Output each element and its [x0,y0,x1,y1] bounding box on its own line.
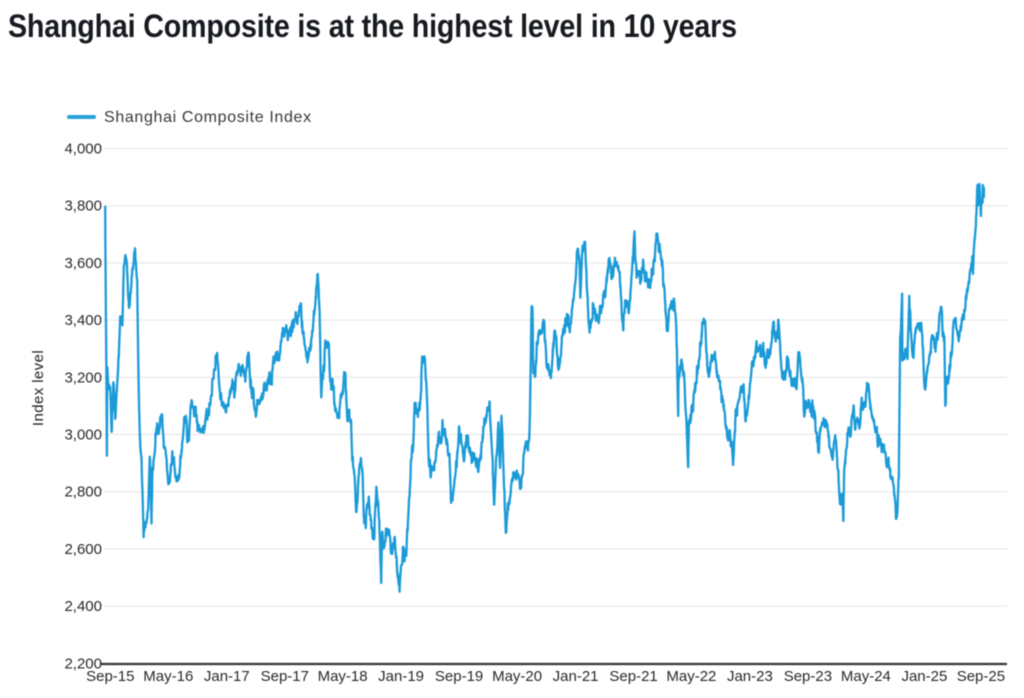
svg-text:4,000: 4,000 [64,141,102,158]
svg-text:Jan-17: Jan-17 [204,668,250,685]
svg-text:3,600: 3,600 [64,255,102,272]
svg-text:2,600: 2,600 [64,541,102,558]
svg-text:2,800: 2,800 [64,484,102,501]
svg-text:May-16: May-16 [143,668,193,685]
svg-text:May-24: May-24 [841,668,891,685]
svg-text:Sep-25: Sep-25 [957,668,1005,685]
svg-text:Sep-17: Sep-17 [261,668,309,685]
svg-text:Sep-21: Sep-21 [609,668,657,685]
svg-text:2,400: 2,400 [64,598,102,615]
svg-text:Sep-23: Sep-23 [784,668,832,685]
svg-text:3,800: 3,800 [64,198,102,215]
svg-text:Sep-19: Sep-19 [435,668,483,685]
svg-text:May-18: May-18 [318,668,368,685]
svg-text:Jan-25: Jan-25 [901,668,947,685]
svg-text:3,400: 3,400 [64,312,102,329]
svg-text:3,000: 3,000 [64,427,102,444]
svg-text:May-22: May-22 [666,668,716,685]
svg-text:2,200: 2,200 [64,655,102,672]
svg-text:Jan-23: Jan-23 [727,668,773,685]
svg-text:Jan-19: Jan-19 [378,668,424,685]
svg-text:3,200: 3,200 [64,369,102,386]
svg-text:Jan-21: Jan-21 [553,668,599,685]
svg-text:Index level: Index level [30,350,47,426]
svg-text:May-20: May-20 [492,668,542,685]
svg-text:Sep-15: Sep-15 [86,668,134,685]
